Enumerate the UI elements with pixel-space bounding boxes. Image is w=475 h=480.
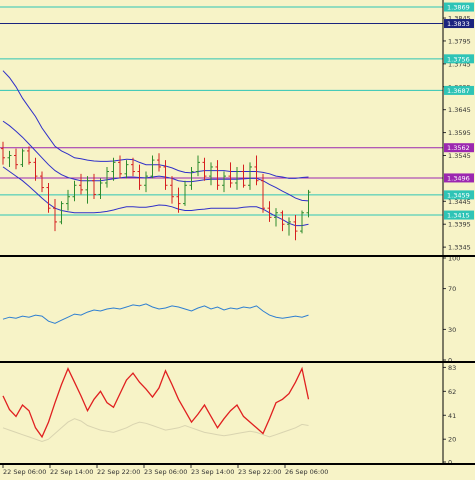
price-tick-label: 1.3395 (448, 221, 471, 229)
candlesticks (1, 141, 311, 241)
level-label-box (444, 173, 474, 183)
price-axis: 1.3345 1.3395 1.3445 1.3545 1.3595 1.3645 1.36… (443, 15, 471, 252)
time-tick-label: 22 Sep 22:00 (97, 468, 140, 476)
level-label-box (444, 143, 474, 153)
price-tick-label: 1.3345 (448, 244, 471, 252)
time-tick-label: 23 Sep 06:00 (144, 468, 187, 476)
oscillator-tick-label: 70 (448, 285, 456, 293)
bollinger-middle-line (2, 120, 309, 202)
oscillator-tick-label: 30 (448, 326, 456, 334)
stochastic-signal-line (2, 418, 309, 443)
stochastic-panel: 0 20 41 62 83 (2, 364, 456, 467)
time-tick-label: 22 Sep 06:00 (3, 468, 46, 476)
time-tick-label: 23 Sep 22:00 (238, 468, 281, 476)
price-tick-label: 1.3645 (448, 106, 471, 114)
level-label: 1.3869 (447, 4, 470, 12)
panel-separators (0, 0, 475, 465)
time-axis: 22 Sep 06:00 22 Sep 14:00 22 Sep 22:00 23 S… (2, 465, 328, 476)
bollinger-upper-line (2, 70, 309, 179)
level-label: 1.3687 (447, 87, 470, 95)
time-tick-label: 26 Sep 06:00 (285, 468, 328, 476)
oscillator-tick-label: 0 (448, 357, 452, 365)
bollinger-lower-line (2, 166, 309, 227)
stochastic-tick-label: 41 (448, 412, 456, 420)
level-label-box (444, 210, 474, 220)
stochastic-tick-label: 83 (448, 364, 456, 372)
level-label: 1.3833 (447, 20, 470, 28)
stochastic-main-line (2, 366, 310, 439)
level-label: 1.3756 (447, 55, 470, 63)
time-tick-label: 23 Sep 14:00 (191, 468, 234, 476)
level-label: 1.3459 (447, 191, 470, 199)
level-label: 1.3415 (447, 212, 470, 220)
time-tick-label: 22 Sep 14:00 (50, 468, 93, 476)
stochastic-tick-label: 62 (448, 388, 456, 396)
price-tick-label: 1.3445 (448, 198, 471, 206)
price-tick-label: 1.3595 (448, 129, 471, 137)
horizontal-levels (0, 6, 443, 216)
price-tick-label: 1.3545 (448, 152, 471, 160)
level-label-box (444, 2, 474, 12)
bollinger-bands (2, 70, 309, 227)
level-label-box (444, 85, 474, 95)
level-label: 1.3562 (447, 144, 470, 152)
price-tick-label: 1.3845 (448, 15, 471, 23)
level-label: 1.3496 (447, 174, 470, 182)
level-label-box (444, 19, 474, 29)
price-tick-label: 1.3795 (448, 37, 471, 45)
stochastic-tick-label: 20 (448, 436, 456, 444)
level-label-box (444, 190, 474, 200)
oscillator-line (2, 303, 309, 324)
level-price-labels: 1.3869 1.3833 1.3756 1.3687 1.3562 1.3496 1.34… (444, 2, 474, 220)
level-label-box (444, 54, 474, 64)
oscillator-tick-label: 100 (448, 255, 460, 263)
price-tick-label: 1.3745 (448, 60, 471, 68)
stochastic-tick-label: 0 (448, 459, 452, 467)
